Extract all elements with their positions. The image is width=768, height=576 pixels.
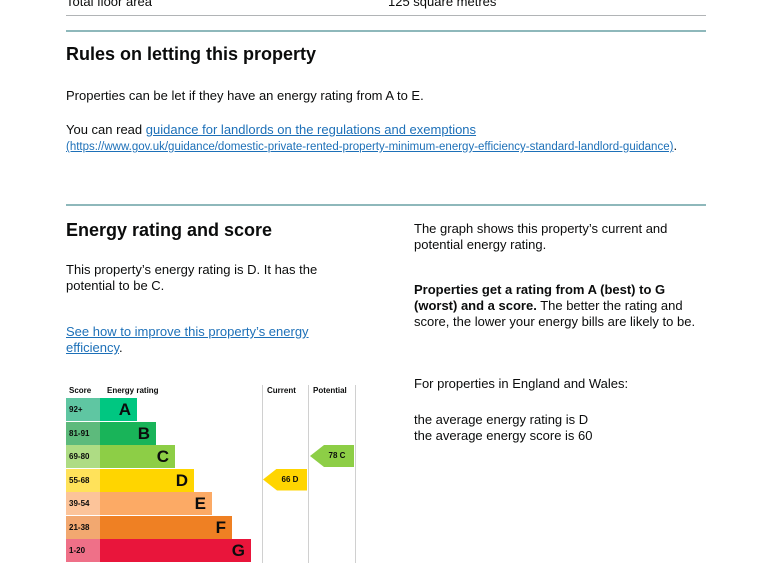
letting-guidance: You can read guidance for landlords on t… bbox=[66, 122, 706, 155]
band-bar-b: B bbox=[100, 421, 156, 445]
header-current: Current bbox=[267, 386, 296, 395]
current-rating-arrow: 66 D bbox=[263, 468, 307, 491]
average-score: the average energy score is 60 bbox=[414, 428, 593, 443]
header-score: Score bbox=[69, 386, 92, 395]
header-potential: Potential bbox=[313, 386, 347, 395]
energy-rating-chart: Score Energy rating Current Potential 92… bbox=[66, 385, 356, 563]
column-divider bbox=[262, 385, 263, 563]
band-bar-f: F bbox=[100, 515, 232, 539]
band-score: 55-68 bbox=[66, 468, 100, 492]
band-row-c: 69-80 C bbox=[66, 445, 266, 468]
improve-link[interactable]: See how to improve this property’s energ… bbox=[66, 324, 309, 355]
band-bar-g: G bbox=[100, 539, 251, 562]
rating-explanation-bold: Properties get a rating from A (best) to… bbox=[414, 282, 666, 313]
letting-text: Properties can be let if they have an en… bbox=[66, 88, 424, 103]
band-score: 1-20 bbox=[66, 539, 100, 562]
guidance-link[interactable]: guidance for landlords on the regulation… bbox=[145, 122, 477, 137]
header-energy-rating: Energy rating bbox=[107, 386, 159, 395]
band-score: 81-91 bbox=[66, 421, 100, 445]
section-divider bbox=[66, 204, 706, 206]
band-bar-e: E bbox=[100, 492, 212, 515]
band-row-b: 81-91 B bbox=[66, 421, 266, 445]
rating-explanation: Properties get a rating from A (best) to… bbox=[414, 282, 704, 330]
region-label: For properties in England and Wales: bbox=[414, 376, 629, 391]
energy-title: Energy rating and score bbox=[66, 220, 273, 240]
graph-description: The graph shows this property’s current … bbox=[414, 221, 668, 252]
potential-rating-arrow: 78 C bbox=[310, 445, 354, 467]
section-divider bbox=[66, 30, 706, 32]
guidance-suffix: . bbox=[673, 138, 678, 153]
band-bar-c: C bbox=[100, 445, 175, 468]
energy-rating-text: This property’s energy rating is D. It h… bbox=[66, 262, 318, 293]
band-row-f: 21-38 F bbox=[66, 515, 266, 539]
column-divider bbox=[308, 385, 309, 563]
band-bar-a: A bbox=[100, 398, 137, 421]
band-score: 39-54 bbox=[66, 492, 100, 515]
floor-area-label: Total floor area bbox=[66, 0, 152, 9]
average-rating: the average energy rating is D bbox=[414, 412, 589, 427]
band-score: 21-38 bbox=[66, 515, 100, 539]
band-row-g: 1-20 G bbox=[66, 539, 266, 562]
band-score: 92+ bbox=[66, 398, 100, 421]
band-row-e: 39-54 E bbox=[66, 492, 266, 515]
letting-title: Rules on letting this property bbox=[66, 44, 317, 64]
band-score: 69-80 bbox=[66, 445, 100, 468]
rating-explanation-text: The better the rating and score, the low… bbox=[414, 298, 696, 329]
guidance-url-link[interactable]: (https://www.gov.uk/guidance/domestic-pr… bbox=[66, 141, 674, 153]
improve-suffix: . bbox=[119, 340, 123, 355]
band-row-d: 55-68 D bbox=[66, 468, 266, 492]
improve-text: See how to improve this property’s energ… bbox=[66, 324, 366, 356]
floor-area-value: 125 square metres bbox=[388, 0, 497, 9]
band-bar-d: D bbox=[100, 468, 194, 492]
divider bbox=[66, 15, 706, 16]
band-row-a: 92+ A bbox=[66, 398, 266, 421]
column-divider bbox=[355, 385, 356, 563]
guidance-prefix: You can read bbox=[66, 122, 146, 137]
